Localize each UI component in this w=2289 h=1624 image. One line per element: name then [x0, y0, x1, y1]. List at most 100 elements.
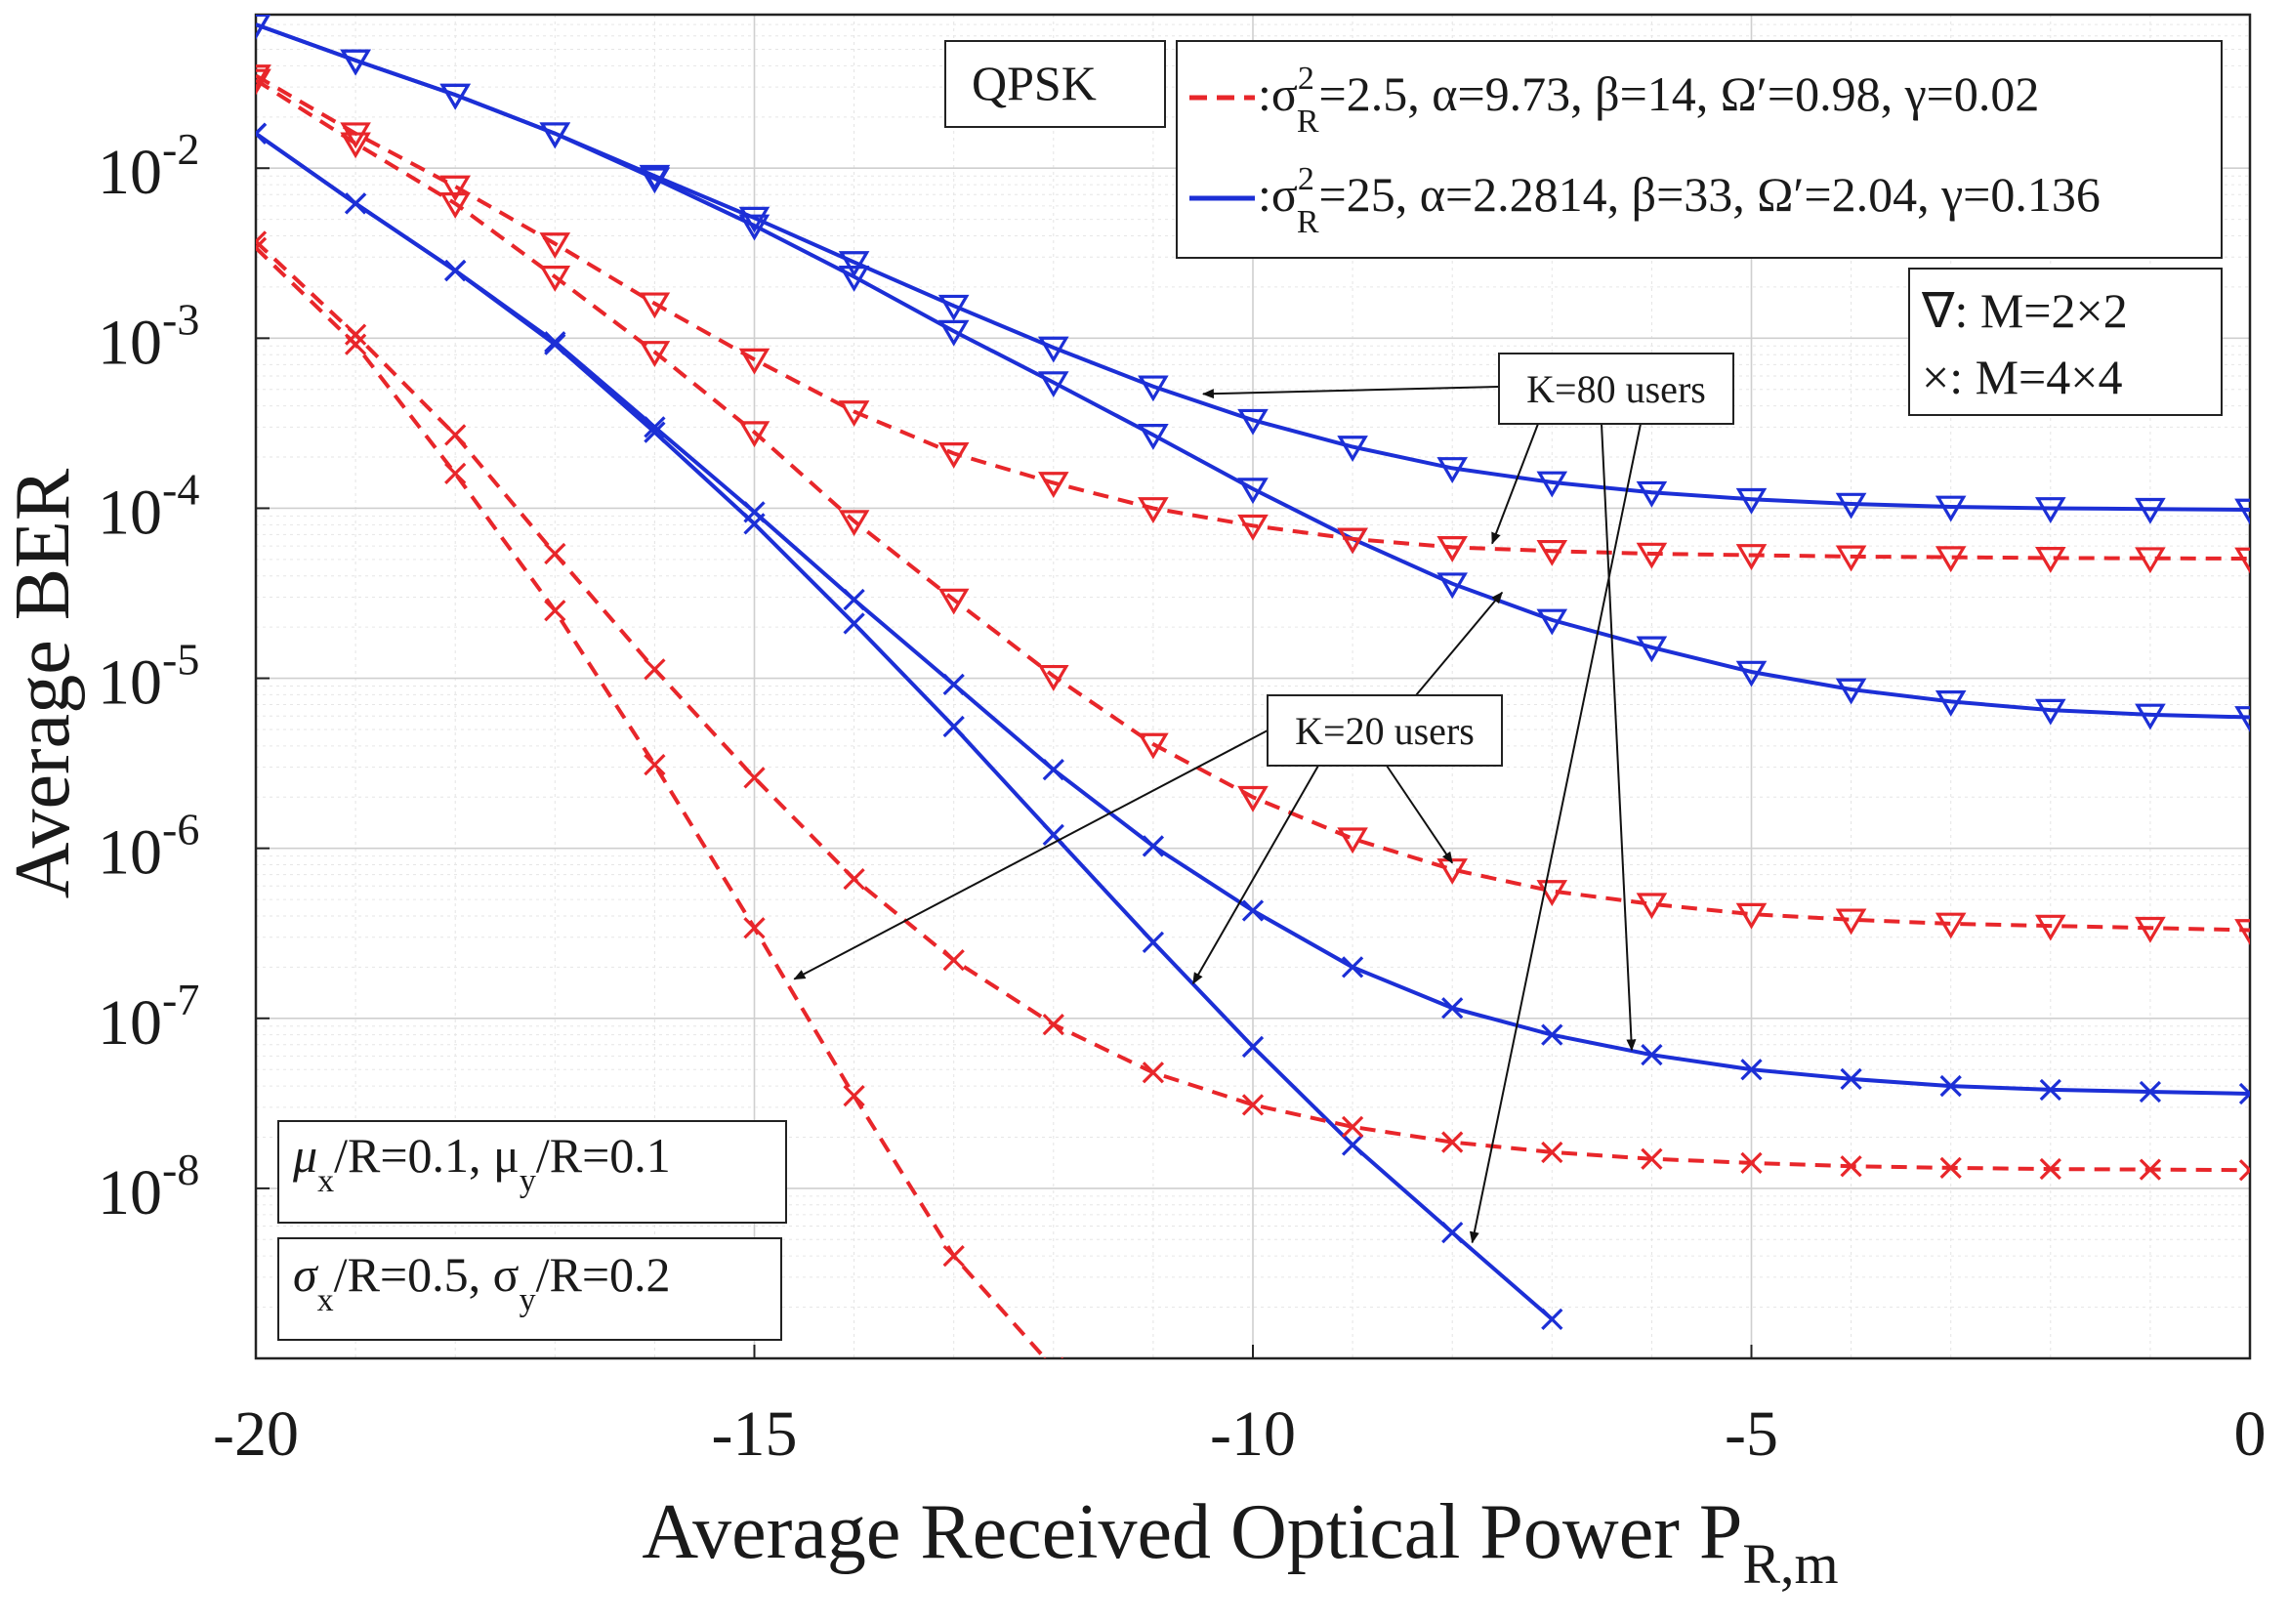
marker-x: [1042, 823, 1064, 847]
series-4: [256, 64, 2250, 574]
marker-triangle: [1636, 542, 1668, 569]
k80-arrow: [1491, 423, 1539, 545]
marker-triangle: [439, 175, 471, 202]
marker-x: [1840, 1155, 1862, 1178]
k80-arrow: [1201, 386, 1500, 399]
marker-x: [444, 259, 467, 282]
marker-x: [544, 333, 566, 355]
k80-arrow: [1601, 423, 1637, 1052]
marker-triangle: [2135, 703, 2166, 730]
x-tick-label: -10: [1210, 1398, 1296, 1470]
x-tick-label: -20: [213, 1398, 299, 1470]
marker-triangle: [1735, 902, 1768, 930]
marker-x: [1541, 1023, 1563, 1046]
marker-triangle: [1536, 880, 1568, 907]
marker-legend-x: ×: M=4×4: [1922, 350, 2122, 404]
marker-triangle: [1735, 660, 1768, 687]
marker-x: [743, 513, 766, 535]
marker-triangle: [1536, 471, 1568, 498]
marker-triangle: [1138, 424, 1169, 450]
sigma-param-text: σx/R=0.5, σy/R=0.2: [293, 1247, 671, 1318]
marker-triangle: [340, 49, 371, 76]
marker-x: [2139, 1158, 2162, 1181]
marker-triangle: [1237, 478, 1269, 505]
marker-x: [743, 767, 766, 789]
marker-triangle: [2234, 706, 2250, 732]
marker-x: [942, 949, 965, 972]
marker-x: [256, 122, 268, 145]
marker-x: [644, 658, 666, 681]
marker-triangle: [1337, 436, 1368, 462]
k80-arrow: [1469, 423, 1642, 1244]
marker-x: [444, 424, 467, 446]
y-tick-label: 10-2: [98, 124, 199, 208]
marker-legend-triangle: ∇: M=2×2: [1921, 283, 2128, 338]
marker-x: [1142, 931, 1165, 954]
marker-triangle: [1038, 664, 1069, 691]
marker-x: [1142, 835, 1165, 857]
marker-triangle: [838, 400, 870, 428]
marker-triangle: [539, 266, 571, 292]
marker-x: [256, 230, 268, 253]
marker-triangle: [2234, 919, 2250, 946]
marker-triangle: [1536, 608, 1568, 636]
marker-triangle: [1835, 908, 1867, 936]
marker-x: [1042, 759, 1064, 781]
series-line: [256, 239, 2250, 1173]
marker-triangle: [2234, 547, 2250, 574]
marker-x: [1441, 997, 1464, 1020]
marker-x: [544, 600, 566, 622]
marker-triangle: [1636, 480, 1668, 508]
x-axis-label: Average Received Optical Power PR,m: [642, 1489, 1838, 1596]
marker-triangle: [2035, 698, 2066, 726]
marker-triangle: [838, 251, 870, 277]
y-tick-label: 10-5: [98, 635, 199, 719]
y-tick-label: 10-3: [98, 294, 199, 378]
series-line: [256, 132, 1554, 1321]
marker-x: [1541, 1308, 1563, 1331]
marker-triangle: [1835, 492, 1867, 520]
series-layer: [256, 15, 2250, 1358]
marker-x: [1441, 1131, 1464, 1153]
legend-blue-text: :σ2 R=25, α=2.2814, β=33, Ω′=2.04, γ=0.13…: [1258, 161, 2101, 240]
marker-x: [544, 542, 566, 565]
marker-x: [1840, 1067, 1862, 1090]
k20-arrow: [1415, 591, 1504, 696]
modulation-box: [944, 40, 1166, 128]
marker-x: [2238, 1082, 2250, 1105]
marker-triangle: [1835, 678, 1867, 705]
marker-x: [644, 416, 666, 438]
x-tick-label: -15: [712, 1398, 798, 1470]
marker-x: [1341, 1134, 1364, 1156]
marker-triangle: [1436, 572, 1468, 600]
k20-arrow: [1191, 765, 1319, 985]
marker-triangle: [1038, 336, 1069, 363]
marker-triangle: [838, 266, 870, 292]
y-axis-label: Average BER: [0, 468, 86, 898]
marker-triangle: [1935, 495, 1967, 522]
marker-x: [843, 867, 865, 891]
marker-triangle: [256, 68, 271, 96]
y-tick-label: 10-7: [98, 975, 199, 1059]
k20-label: K=20 users: [1295, 709, 1475, 753]
marker-triangle: [738, 348, 770, 375]
annotation-arrows: [793, 386, 1642, 1244]
marker-x: [2238, 1159, 2250, 1182]
legend-red-text: :σ2 R=2.5, α=9.73, β=14, Ω′=0.98, γ=0.02: [1258, 61, 2039, 140]
marker-x: [1043, 1356, 1064, 1358]
marker-triangle: [539, 232, 571, 259]
x-axis-label-sub: R,m: [1742, 1532, 1838, 1596]
k80-label: K=80 users: [1526, 367, 1706, 411]
marker-x: [942, 715, 965, 738]
marker-triangle: [439, 192, 471, 219]
mu-param-box: [277, 1120, 787, 1224]
marker-triangle: [937, 588, 970, 615]
marker-triangle: [937, 294, 970, 321]
marker-x: [942, 673, 965, 695]
marker-x: [1939, 1074, 1962, 1098]
marker-triangle: [1436, 536, 1468, 562]
marker-triangle: [1138, 732, 1169, 760]
marker-triangle: [539, 122, 571, 149]
marker-triangle: [738, 421, 770, 448]
